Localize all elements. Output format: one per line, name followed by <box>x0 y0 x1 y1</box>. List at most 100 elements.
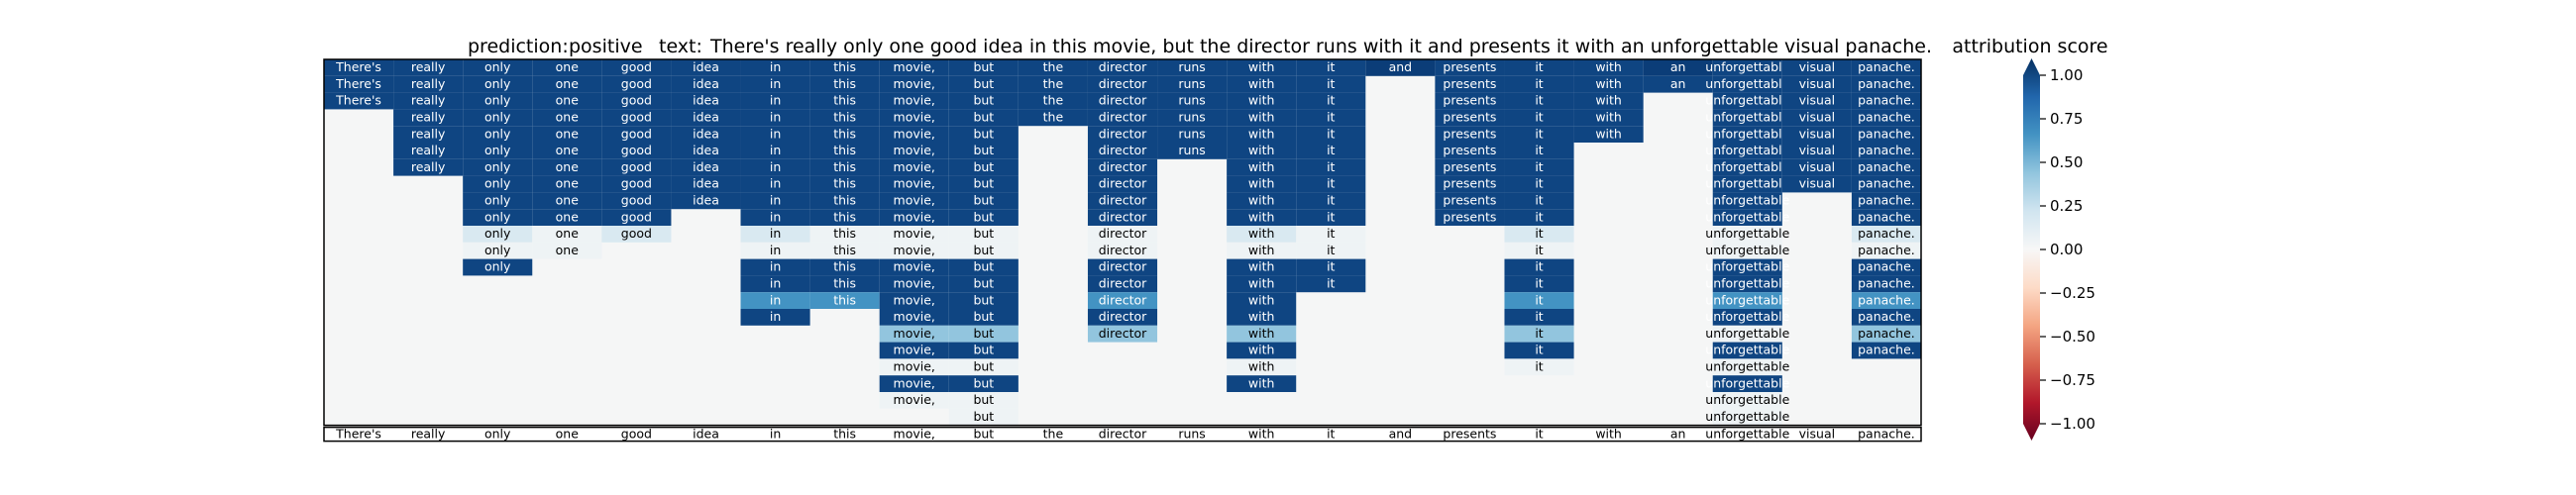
heatmap-cell <box>1504 158 1574 176</box>
heatmap-row: really only one good idea in this movie, but the d… <box>393 109 1921 127</box>
heatmap-cell <box>809 192 880 210</box>
cell-label: movie, <box>894 209 935 224</box>
cell-label: good <box>621 109 652 124</box>
cell-label: it <box>1535 358 1543 373</box>
heatmap-cell <box>1504 358 1574 376</box>
cell-label: only <box>484 126 511 141</box>
cell-label: it <box>1535 326 1543 341</box>
colorbar-tick-label: 0.00 <box>2050 241 2083 258</box>
heatmap-cell <box>1018 92 1088 110</box>
heatmap-cell <box>1504 109 1574 127</box>
heatmap-cell <box>393 109 464 127</box>
heatmap-cell <box>1643 75 1713 93</box>
heatmap-row: only in this movie, but director with it it unfor… <box>463 258 1921 276</box>
heatmap-cell <box>879 358 949 376</box>
heatmap-cell <box>1504 126 1574 143</box>
heatmap-cell <box>879 292 949 309</box>
prediction-label: prediction: <box>468 36 569 57</box>
heatmap-cell <box>740 226 810 243</box>
heatmap-cell <box>1504 75 1574 93</box>
cell-label: with <box>1248 243 1275 257</box>
cell-label: one <box>556 126 580 141</box>
cell-label: in <box>770 143 781 157</box>
cell-label: with <box>1248 226 1275 241</box>
heatmap-cell <box>1712 92 1782 110</box>
heatmap-cell <box>1504 292 1574 309</box>
heatmap-cell <box>532 209 602 226</box>
cell-label: with <box>1595 59 1622 74</box>
cell-label: an <box>1670 76 1686 91</box>
cell-label: good <box>621 226 652 241</box>
heatmap-cell <box>393 59 464 76</box>
token-axis-label: director <box>1099 427 1147 442</box>
cell-label: panache. <box>1858 243 1915 257</box>
cell-label: movie, <box>894 275 935 290</box>
heatmap-cell <box>879 375 949 392</box>
cell-label: panache. <box>1858 192 1915 207</box>
cell-label: but <box>973 143 994 157</box>
cell-label: only <box>484 143 511 157</box>
heatmap-cell <box>1712 109 1782 127</box>
heatmap-cell <box>1712 375 1782 392</box>
cell-label: it <box>1327 109 1335 124</box>
heatmap-cell <box>740 258 810 276</box>
cell-label: really <box>411 93 446 108</box>
token-axis-label: it <box>1327 427 1335 442</box>
cell-label: presents <box>1443 192 1496 207</box>
heatmap-cell <box>463 126 533 143</box>
heatmap-cell <box>393 126 464 143</box>
token-axis-label: the <box>1043 427 1064 442</box>
heatmap-cell <box>1227 158 1297 176</box>
heatmap-cell <box>809 126 880 143</box>
cell-label: but <box>973 226 994 241</box>
heatmap-cell <box>1712 392 1782 409</box>
cell-label: movie, <box>894 159 935 174</box>
cell-label: it <box>1327 76 1335 91</box>
heatmap-cell <box>532 59 602 76</box>
heatmap-cell <box>809 59 880 76</box>
cell-label: but <box>973 76 994 91</box>
heatmap-cell <box>948 126 1019 143</box>
colorbar-tick-label: 0.50 <box>2050 153 2083 171</box>
heatmap-row: only one good in this movie, but director with it… <box>463 226 1921 243</box>
heatmap-cell <box>1573 59 1644 76</box>
heatmap-cell <box>1227 358 1297 376</box>
cell-label: director <box>1099 209 1147 224</box>
cell-label: it <box>1327 126 1335 141</box>
heatmap-row: There's really only one good idea in this movie,… <box>324 92 1921 110</box>
heatmap-cell <box>740 292 810 309</box>
token-axis-label: visual <box>1799 427 1835 442</box>
cell-label: with <box>1248 343 1275 357</box>
heatmap-cell <box>601 143 672 159</box>
cell-label: panache. <box>1858 292 1915 307</box>
heatmap-cell <box>1018 59 1088 76</box>
heatmap-cell <box>1435 92 1505 110</box>
heatmap-cell <box>463 175 533 193</box>
cell-label: good <box>621 59 652 74</box>
cell-label: director <box>1099 93 1147 108</box>
cell-label: this <box>833 126 856 141</box>
heatmap-cell <box>1227 342 1297 359</box>
cell-label: panache. <box>1858 259 1915 274</box>
heatmap-cell <box>879 109 949 127</box>
heatmap-cell <box>1296 192 1366 210</box>
heatmap-cell <box>948 309 1019 326</box>
heatmap-cell <box>948 192 1019 210</box>
cell-label: idea <box>693 59 719 74</box>
heatmap-cell <box>809 292 880 309</box>
heatmap-cell <box>879 59 949 76</box>
cell-label: unforgettable <box>1705 358 1789 373</box>
cell-label: unforgettable <box>1705 243 1789 257</box>
cell-label: in <box>770 76 781 91</box>
heatmap-cell <box>1504 309 1574 326</box>
cell-label: presents <box>1443 126 1496 141</box>
heatmap-cell <box>1781 158 1852 176</box>
cell-label: unforgettable <box>1705 209 1789 224</box>
heatmap-cell <box>1435 143 1505 159</box>
token-axis-label: unforgettable <box>1705 427 1789 442</box>
cell-label: the <box>1043 109 1064 124</box>
cell-label: director <box>1099 226 1147 241</box>
heatmap-cell <box>740 209 810 226</box>
cell-label: an <box>1670 59 1686 74</box>
cell-label: but <box>973 392 994 407</box>
